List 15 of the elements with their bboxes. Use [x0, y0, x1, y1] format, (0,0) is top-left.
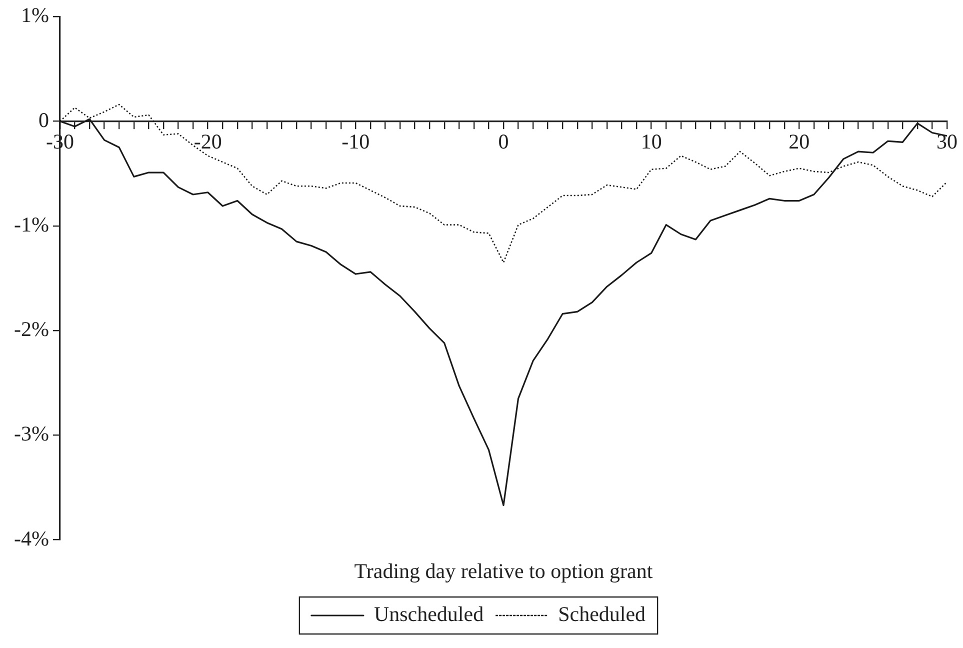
- legend-label: Unscheduled: [374, 602, 484, 626]
- y-tick-label: -2%: [14, 317, 49, 342]
- x-tick-label: 0: [498, 129, 509, 154]
- y-tick-label: -3%: [14, 422, 49, 446]
- y-tick-label: -1%: [14, 212, 49, 236]
- x-tick-label: -20: [194, 129, 222, 154]
- y-tick-label: 1%: [20, 3, 49, 28]
- x-tick-label: 10: [640, 129, 662, 154]
- x-axis-title: Trading day relative to option grant: [354, 558, 653, 583]
- y-tick-label: 0: [38, 108, 49, 132]
- x-tick-label: 20: [788, 129, 810, 154]
- legend-label: Scheduled: [558, 602, 646, 626]
- y-tick-label: -4%: [14, 526, 49, 550]
- x-tick-label: -10: [342, 129, 370, 154]
- x-tick-label: 30: [936, 129, 958, 154]
